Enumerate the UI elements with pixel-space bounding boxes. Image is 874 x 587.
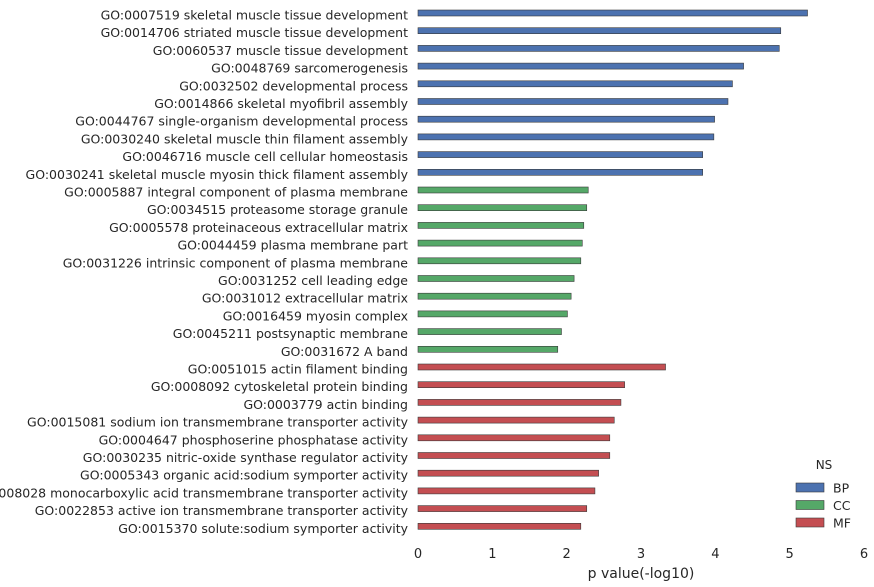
category-label: GO:0045211 postsynaptic membrane [173, 326, 409, 341]
bar-cc [417, 328, 562, 335]
category-label: GO:0044767 single-organism developmental… [75, 114, 408, 129]
legend-label-bp: BP [833, 481, 850, 496]
category-labels: GO:0007519 skeletal muscle tissue develo… [0, 8, 409, 536]
bars [417, 9, 808, 530]
legend: NS BP CC MF [795, 458, 851, 531]
bar-mf [417, 416, 615, 424]
category-label: GO:0034515 proteasome storage granule [147, 202, 408, 217]
category-label: GO:0022853 active ion transmembrane tran… [35, 503, 409, 518]
category-label: GO:0030240 skeletal muscle thin filament… [81, 131, 409, 146]
category-label: GO:0032502 developmental process [179, 78, 408, 93]
x-tick-label: 0 [414, 547, 422, 562]
category-label: GO:0005343 organic acid:sodium symporter… [80, 468, 409, 483]
category-label: GO:0008028 monocarboxylic acid transmemb… [0, 485, 409, 500]
x-tick-label: 1 [488, 547, 496, 562]
category-label: GO:0031252 cell leading edge [218, 273, 408, 288]
category-label: GO:0015370 solute:sodium symporter activ… [118, 521, 408, 536]
legend-swatch-cc [795, 500, 825, 510]
category-label: GO:0031226 intrinsic component of plasma… [63, 255, 409, 270]
category-label: GO:0014706 striated muscle tissue develo… [101, 25, 409, 40]
x-tick-label: 5 [786, 547, 794, 562]
legend-label-cc: CC [833, 498, 851, 513]
x-tick-label: 6 [860, 547, 868, 562]
category-label: GO:0008092 cytoskeletal protein binding [151, 379, 408, 394]
bar-cc [417, 292, 572, 300]
bar-bp [417, 80, 733, 88]
x-tick-label: 3 [637, 547, 645, 562]
category-label: GO:0005887 integral component of plasma … [64, 185, 408, 200]
bar-bp [417, 9, 808, 17]
x-tick-label: 4 [711, 547, 719, 562]
bar-cc [417, 239, 583, 247]
category-label: GO:0031672 A band [281, 344, 408, 359]
x-axis: p value(-log10) 0 1 2 3 4 5 6 [414, 547, 868, 582]
category-label: GO:0051015 actin filament binding [188, 362, 408, 377]
bar-cc [417, 257, 582, 265]
category-label: GO:0016459 myosin complex [223, 308, 408, 323]
legend-swatch-bp [795, 482, 825, 493]
category-label: GO:0044459 plasma membrane part [177, 238, 408, 253]
category-label: GO:0005578 proteinaceous extracellular m… [109, 220, 408, 235]
category-label: GO:0031012 extracellular matrix [202, 291, 408, 306]
bar-bp [417, 151, 703, 158]
legend-label-mf: MF [833, 516, 851, 531]
legend-title: NS [816, 458, 833, 472]
bar-mf [417, 363, 666, 371]
bar-bp [417, 133, 715, 141]
bar-mf [417, 469, 599, 477]
category-label: GO:0030235 nitric-oxide synthase regulat… [83, 450, 409, 465]
bar-cc [417, 222, 585, 229]
bar-cc [417, 204, 588, 211]
bar-bp [417, 169, 703, 176]
category-label: GO:0030241 skeletal muscle myosin thick … [26, 167, 409, 182]
bar-cc [417, 186, 589, 194]
bar-mf [417, 381, 625, 389]
bar-bp [417, 27, 782, 35]
category-label: GO:0007519 skeletal muscle tissue develo… [101, 8, 408, 23]
category-label: GO:0014866 skeletal myofibril assembly [154, 96, 408, 111]
legend-swatch-mf [795, 517, 825, 528]
category-label: GO:0048769 sarcomerogenesis [211, 61, 408, 76]
x-tick-label: 2 [563, 547, 571, 562]
bar-mf [417, 434, 611, 442]
bar-mf [417, 399, 622, 406]
category-label: GO:0060537 muscle tissue development [153, 43, 408, 58]
x-axis-title: p value(-log10) [588, 566, 695, 582]
bar-mf [417, 522, 582, 530]
bar-bp [417, 62, 744, 70]
bar-cc [417, 345, 559, 353]
bar-mf [417, 487, 596, 495]
bar-cc [417, 310, 568, 318]
category-label: GO:0015081 sodium ion transmembrane tran… [27, 415, 409, 430]
category-label: GO:0046716 muscle cell cellular homeosta… [122, 149, 408, 164]
bar-bp [417, 45, 780, 52]
bar-cc [417, 275, 575, 282]
bar-mf [417, 505, 588, 512]
bar-bp [417, 98, 729, 105]
bar-bp [417, 115, 715, 123]
category-label: GO:0004647 phosphoserine phosphatase act… [99, 432, 409, 447]
bar-mf [417, 452, 611, 459]
category-label: GO:0003779 actin binding [243, 397, 408, 412]
